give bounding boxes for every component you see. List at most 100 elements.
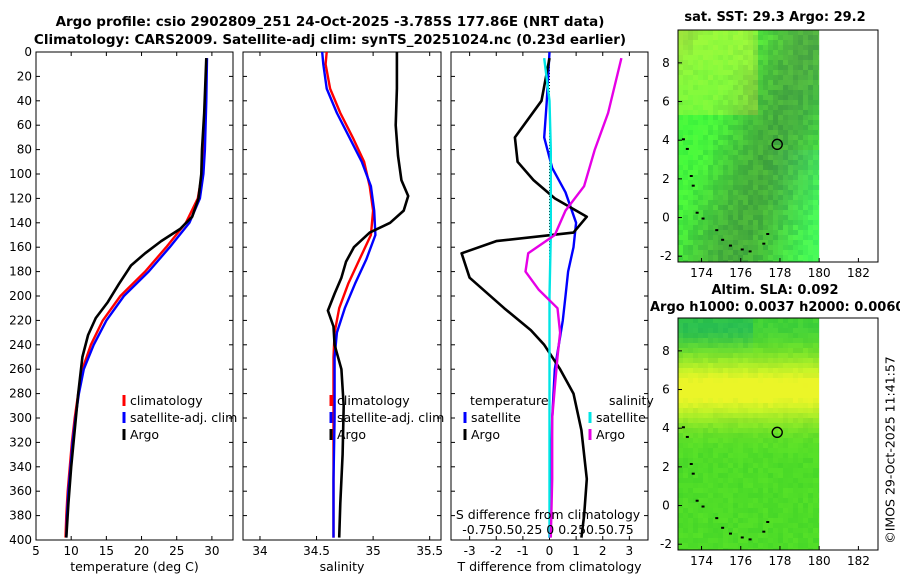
- heatmap-cell: [713, 30, 718, 35]
- heatmap-cell: [788, 383, 793, 388]
- heatmap-cell: [728, 105, 733, 110]
- heatmap-cell: [773, 235, 778, 240]
- heatmap-cell: [753, 368, 758, 373]
- heatmap-cell: [698, 513, 703, 518]
- heatmap-cell: [723, 403, 728, 408]
- heatmap-cell: [758, 533, 763, 538]
- heatmap-cell: [698, 65, 703, 70]
- heatmap-cell: [748, 220, 753, 225]
- heatmap-cell: [818, 140, 820, 145]
- heatmap-cell: [718, 463, 723, 468]
- heatmap-cell: [748, 323, 753, 328]
- heatmap-cell: [728, 428, 733, 433]
- heatmap-cell: [808, 105, 813, 110]
- coastline-mark: [695, 499, 699, 502]
- heatmap-cell: [743, 368, 748, 373]
- heatmap-cell: [743, 398, 748, 403]
- heatmap-cell: [748, 348, 753, 353]
- heatmap-cell: [703, 463, 708, 468]
- heatmap-cell: [723, 205, 728, 210]
- heatmap-cell: [798, 333, 803, 338]
- heatmap-cell: [723, 260, 728, 262]
- heatmap-cell: [743, 145, 748, 150]
- map-x-tick-label: 174: [690, 266, 713, 280]
- heatmap-cell: [768, 50, 773, 55]
- heatmap-cell: [718, 418, 723, 423]
- heatmap-cell: [748, 250, 753, 255]
- heatmap-cell: [733, 225, 738, 230]
- heatmap-cell: [813, 155, 818, 160]
- heatmap-cell: [678, 250, 683, 255]
- heatmap-cell: [813, 55, 818, 60]
- heatmap-cell: [793, 393, 798, 398]
- heatmap-cell: [813, 125, 818, 130]
- heatmap-cell: [738, 323, 743, 328]
- heatmap-cell: [763, 478, 768, 483]
- heatmap-cell: [753, 145, 758, 150]
- heatmap-cell: [708, 180, 713, 185]
- heatmap-cell: [773, 423, 778, 428]
- heatmap-cell: [758, 125, 763, 130]
- heatmap-cell: [688, 388, 693, 393]
- heatmap-cell: [738, 403, 743, 408]
- heatmap-cell: [768, 210, 773, 215]
- map-x-tick-label: 176: [729, 554, 752, 568]
- heatmap-cell: [803, 255, 808, 260]
- heatmap-cell: [728, 110, 733, 115]
- heatmap-cell: [743, 155, 748, 160]
- heatmap-cell: [693, 418, 698, 423]
- heatmap-cell: [793, 215, 798, 220]
- heatmap-cell: [778, 388, 783, 393]
- heatmap-cell: [758, 170, 763, 175]
- heatmap-cell: [788, 363, 793, 368]
- heatmap-cell: [738, 498, 743, 503]
- x-tick-label: -2: [490, 544, 502, 558]
- heatmap-cell: [738, 135, 743, 140]
- x-tick-label: 15: [99, 544, 114, 558]
- heatmap-cell: [698, 165, 703, 170]
- heatmap-cell: [753, 95, 758, 100]
- heatmap-cell: [743, 488, 748, 493]
- heatmap-cell: [708, 408, 713, 413]
- heatmap-cell: [718, 220, 723, 225]
- heatmap-cell: [783, 90, 788, 95]
- heatmap-cell: [798, 528, 803, 533]
- heatmap-cell: [783, 205, 788, 210]
- heatmap-cell: [708, 115, 713, 120]
- heatmap-cell: [728, 533, 733, 538]
- heatmap-cell: [738, 230, 743, 235]
- heatmap-cell: [788, 348, 793, 353]
- heatmap-cell: [728, 543, 733, 548]
- coastline-mark: [766, 521, 770, 523]
- heatmap-cell: [698, 110, 703, 115]
- heatmap-cell: [773, 548, 778, 550]
- heatmap-cell: [788, 70, 793, 75]
- heatmap-cell: [703, 413, 708, 418]
- heatmap-cell: [728, 468, 733, 473]
- heatmap-cell: [748, 483, 753, 488]
- heatmap-cell: [683, 413, 688, 418]
- heatmap-cell: [733, 523, 738, 528]
- heatmap-cell: [713, 120, 718, 125]
- heatmap-cell: [758, 318, 763, 323]
- heatmap-cell: [763, 90, 768, 95]
- heatmap-cell: [748, 458, 753, 463]
- heatmap-cell: [688, 165, 693, 170]
- heatmap-cell: [748, 533, 753, 538]
- heatmap-cell: [708, 443, 713, 448]
- heatmap-cell: [738, 543, 743, 548]
- heatmap-cell: [783, 175, 788, 180]
- heatmap-cell: [723, 543, 728, 548]
- heatmap-cell: [738, 408, 743, 413]
- heatmap-cell: [703, 160, 708, 165]
- heatmap-cell: [683, 165, 688, 170]
- heatmap-cell: [818, 100, 820, 105]
- heatmap-cell: [688, 215, 693, 220]
- heatmap-cell: [758, 548, 763, 550]
- heatmap-cell: [753, 383, 758, 388]
- heatmap-cell: [808, 358, 813, 363]
- heatmap-cell: [813, 508, 818, 513]
- heatmap-cell: [773, 70, 778, 75]
- heatmap-cell: [733, 438, 738, 443]
- heatmap-cell: [708, 473, 713, 478]
